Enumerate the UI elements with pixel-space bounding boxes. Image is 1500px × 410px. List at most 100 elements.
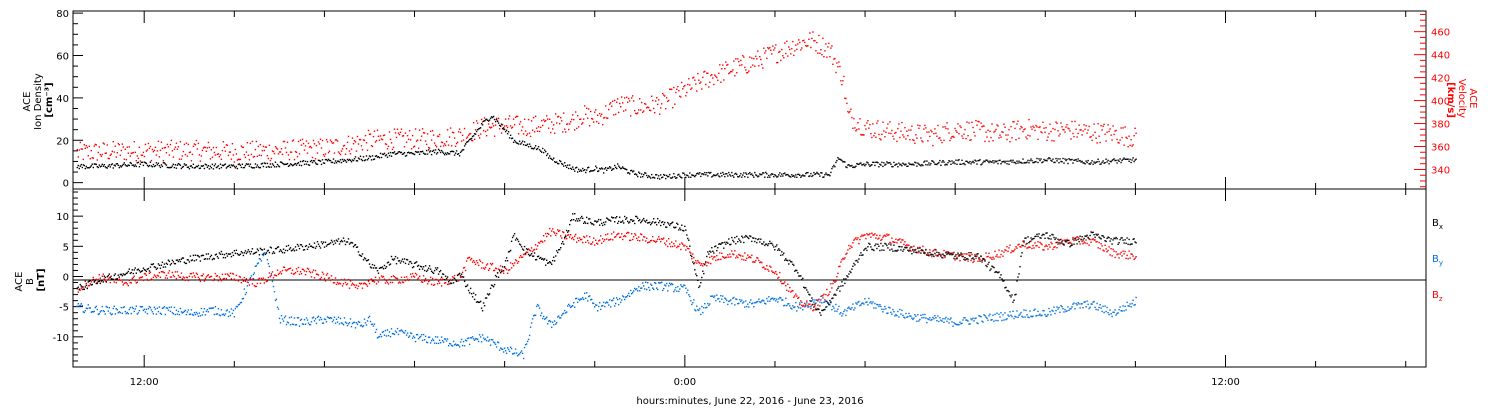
bx-point xyxy=(116,278,118,280)
bz-point xyxy=(696,262,698,264)
by-point xyxy=(289,324,292,326)
bz-point xyxy=(952,252,954,254)
velocity-point xyxy=(546,115,548,117)
density-point xyxy=(116,163,118,165)
density-point xyxy=(465,141,468,143)
density-point xyxy=(218,167,221,170)
bz-point xyxy=(323,277,326,280)
bz-point xyxy=(620,236,622,238)
velocity-point xyxy=(188,151,191,154)
density-point xyxy=(869,165,871,167)
density-point xyxy=(978,159,980,162)
density-point xyxy=(455,150,458,152)
by-point xyxy=(360,324,363,326)
by-point xyxy=(411,337,414,339)
density-point xyxy=(946,164,948,166)
bx-point xyxy=(574,213,576,215)
by-point xyxy=(635,288,637,291)
velocity-point xyxy=(975,119,977,122)
velocity-point xyxy=(1025,136,1027,138)
bz-point xyxy=(274,274,277,277)
velocity-point xyxy=(774,47,776,49)
bz-point xyxy=(408,279,411,281)
by-point xyxy=(505,352,508,354)
bz-point xyxy=(330,275,333,277)
by-point xyxy=(1053,306,1055,308)
bz-point xyxy=(391,281,394,284)
by-point xyxy=(77,303,79,305)
bz-point xyxy=(206,275,209,277)
velocity-point xyxy=(84,147,86,149)
velocity-point xyxy=(326,141,329,143)
velocity-point xyxy=(333,152,336,154)
density-point xyxy=(675,177,677,179)
velocity-point xyxy=(579,118,581,121)
velocity-point xyxy=(430,139,433,141)
by-point xyxy=(176,313,179,315)
velocity-point xyxy=(174,146,177,148)
density-point xyxy=(422,152,425,154)
by-point xyxy=(949,318,951,321)
velocity-point xyxy=(640,109,642,111)
density-point xyxy=(614,164,616,167)
density-point xyxy=(1052,158,1054,160)
density-point xyxy=(93,163,95,165)
bx-point xyxy=(88,280,90,282)
bz-point xyxy=(948,253,950,255)
velocity-point xyxy=(613,114,615,116)
bz-point xyxy=(993,258,995,260)
bx-point xyxy=(431,271,434,274)
bz-point xyxy=(104,280,106,282)
by-point xyxy=(413,336,416,339)
by-point xyxy=(1124,305,1126,308)
density-point xyxy=(884,164,886,166)
by-point xyxy=(982,321,984,323)
density-point xyxy=(283,163,286,166)
density-point xyxy=(1029,159,1031,162)
bz-point xyxy=(115,281,117,284)
velocity-point xyxy=(914,142,916,144)
velocity-point xyxy=(212,146,215,149)
velocity-point xyxy=(857,122,859,124)
by-point xyxy=(875,307,877,309)
density-point xyxy=(1056,160,1058,162)
velocity-point xyxy=(703,71,705,73)
bz-point xyxy=(312,269,315,271)
by-point xyxy=(1130,306,1132,308)
velocity-point xyxy=(1065,126,1067,128)
by-point xyxy=(560,317,562,319)
velocity-point xyxy=(95,144,97,146)
bx-point xyxy=(183,261,186,263)
by-point xyxy=(466,337,469,340)
velocity-point xyxy=(540,126,542,129)
velocity-point xyxy=(694,79,696,81)
velocity-point xyxy=(802,40,804,42)
bz-point xyxy=(708,262,710,264)
bz-point xyxy=(567,234,569,236)
bz-point xyxy=(573,238,575,241)
by-point xyxy=(275,298,278,300)
velocity-point xyxy=(1010,125,1012,128)
velocity-point xyxy=(910,129,912,131)
bz-point xyxy=(852,242,854,244)
density-point xyxy=(182,165,185,168)
velocity-point xyxy=(509,125,512,127)
by-point xyxy=(705,307,707,309)
bz-point xyxy=(516,262,519,264)
velocity-point xyxy=(114,145,116,147)
density-point xyxy=(1090,162,1092,164)
bx-point xyxy=(626,217,628,219)
density-point xyxy=(247,163,250,165)
bz-point xyxy=(635,234,637,236)
velocity-point xyxy=(751,57,753,59)
velocity-point xyxy=(858,128,860,130)
density-point xyxy=(673,173,675,175)
bx-point xyxy=(160,264,163,266)
velocity-point xyxy=(1093,123,1095,125)
velocity-point xyxy=(758,65,760,67)
density-point xyxy=(655,174,657,176)
bx-point xyxy=(340,239,343,242)
by-point xyxy=(239,302,242,304)
density-point xyxy=(240,166,243,169)
bz-point xyxy=(142,279,145,282)
